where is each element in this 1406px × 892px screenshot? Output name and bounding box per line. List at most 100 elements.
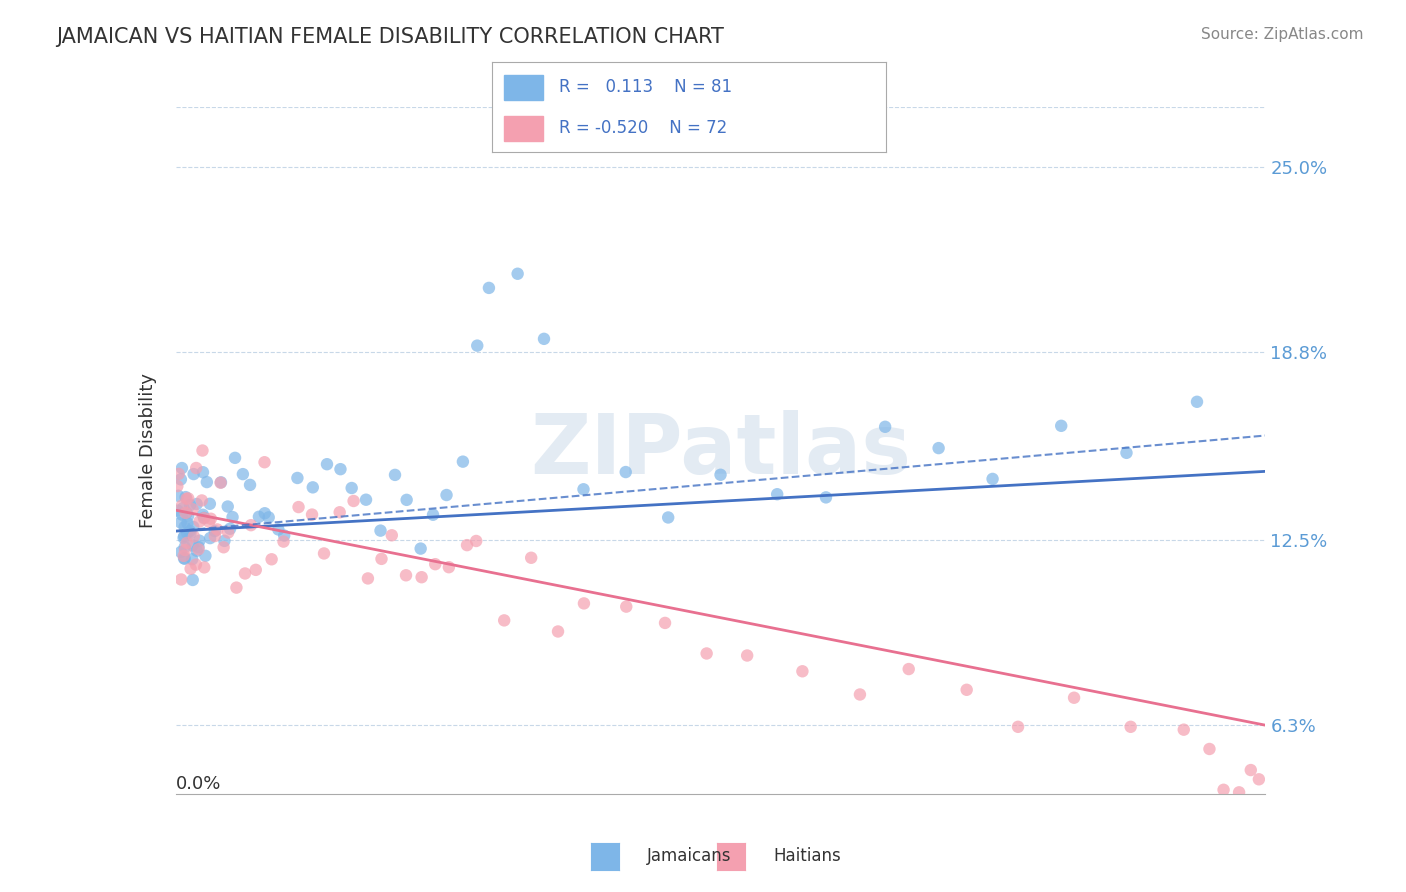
Point [179,524,201,538]
Point [191,493,214,508]
Point [312,546,335,560]
Point [422,508,444,522]
Text: R =   0.113    N = 81: R = 0.113 N = 81 [560,78,733,96]
Point [849,688,872,702]
Point [181,502,204,516]
Point [170,516,193,530]
Point [494,613,516,627]
Point [1007,720,1029,734]
Point [1185,394,1208,409]
Point [214,533,236,548]
Point [173,540,195,554]
Point [207,523,229,537]
Point [437,560,460,574]
Text: Jamaicans: Jamaicans [647,847,731,865]
Point [340,481,363,495]
Point [357,571,380,585]
Point [384,467,406,482]
Point [204,524,226,538]
Point [167,467,190,481]
Point [209,475,232,490]
Point [614,599,637,614]
Point [194,549,217,563]
Point [1198,742,1220,756]
Point [329,462,352,476]
Point [170,461,193,475]
Point [411,570,433,584]
Point [186,497,208,511]
Point [179,526,201,541]
Point [260,552,283,566]
Point [187,542,209,557]
Point [181,538,204,552]
Point [1063,690,1085,705]
Point [654,615,676,630]
Point [200,512,222,526]
Point [188,515,211,529]
Point [381,528,404,542]
Point [174,543,197,558]
Point [233,566,256,581]
Point [657,510,679,524]
Point [191,508,214,522]
Point [181,573,204,587]
Point [897,662,920,676]
Point [928,441,950,455]
Point [395,492,418,507]
Point [173,551,195,566]
Point [193,511,215,525]
Point [301,508,323,522]
Point [180,562,202,576]
Point [253,455,276,469]
Point [342,494,364,508]
Point [183,467,205,481]
Point [170,573,193,587]
Point [735,648,758,663]
Point [247,509,270,524]
Point [253,506,276,520]
Point [173,520,195,534]
Point [217,500,239,514]
Point [395,568,418,582]
Point [225,581,247,595]
Point [425,557,447,571]
Point [195,475,218,489]
Point [209,475,232,490]
Point [217,525,239,540]
Point [204,529,226,543]
Point [176,526,198,541]
Point [354,492,377,507]
Point [766,487,789,501]
Point [533,332,555,346]
Point [273,534,295,549]
Point [465,338,488,352]
Point [301,480,323,494]
Point [465,533,488,548]
Point [167,489,190,503]
Point [245,563,267,577]
Point [572,596,595,610]
Point [198,497,221,511]
Point [709,467,731,482]
Point [170,499,193,513]
Point [547,624,569,639]
Point [173,531,195,545]
Point [520,550,543,565]
Point [174,506,197,520]
Text: JAMAICAN VS HAITIAN FEMALE DISABILITY CORRELATION CHART: JAMAICAN VS HAITIAN FEMALE DISABILITY CO… [56,27,724,46]
Point [1173,723,1195,737]
Point [181,552,204,566]
Point [166,479,188,493]
Point [409,541,432,556]
Point [170,472,193,486]
Point [173,549,195,563]
Text: Source: ZipAtlas.com: Source: ZipAtlas.com [1201,27,1364,42]
Point [370,552,392,566]
Point [173,529,195,543]
Point [981,472,1004,486]
Point [176,491,198,506]
Point [232,467,254,482]
Point [436,488,458,502]
Text: R = -0.520    N = 72: R = -0.520 N = 72 [560,120,727,137]
Point [166,503,188,517]
